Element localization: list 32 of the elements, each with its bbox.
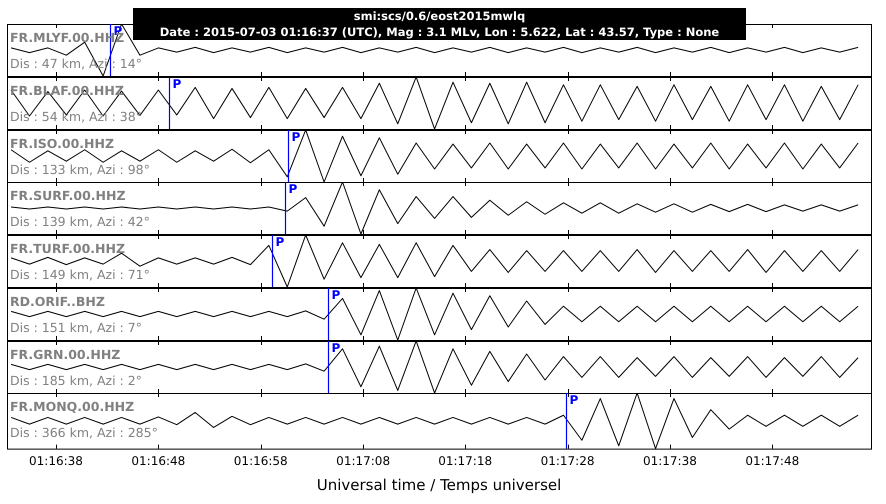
annotation: Dis : 185 km, Azi : 2° <box>10 372 142 388</box>
annotation: Dis : 151 km, Azi : 7° <box>10 320 142 335</box>
x-tick-label: 01:16:58 <box>234 454 288 468</box>
x-axis-title: Universal time / Temps universel <box>316 476 562 494</box>
x-tick-label: 01:17:28 <box>540 454 594 468</box>
ref-line-label: P <box>570 393 578 408</box>
ref-line-label: P <box>332 340 340 355</box>
chart-subtitle: Date : 2015-07-03 01:16:37 (UTC), Mag : 3.1 MLv, Lon : 5.622, Lat : 43.57, Type : None <box>160 25 720 39</box>
ref-line-label: P <box>332 288 340 302</box>
annotation: Dis : 149 km, Azi : 71° <box>10 267 150 282</box>
ref-line-label: P <box>288 182 298 196</box>
annotation: FR.GRN.00.HHZ <box>10 346 120 362</box>
x-tick-label: 01:16:48 <box>131 454 186 468</box>
ref-line-label: P <box>292 130 300 144</box>
x-tick-label: 01:16:38 <box>29 454 83 468</box>
annotation: FR.SURF.00.HHZ <box>10 188 126 204</box>
annotation: Dis : 366 km, Azi : 285° <box>10 425 158 440</box>
annotation: FR.ISO.00.HHZ <box>10 136 114 150</box>
annotation: FR.BLAF.00.HHZ <box>10 82 124 98</box>
x-tick-label: 01:17:18 <box>438 454 492 468</box>
ref-line-label: P <box>172 76 182 91</box>
x-tick-label: 01:17:48 <box>745 454 800 468</box>
x-tick-label: 01:17:38 <box>642 454 697 468</box>
annotation: Dis : 139 km, Azi : 42° <box>10 214 150 230</box>
annotation: Dis : 133 km, Azi : 98° <box>10 162 150 176</box>
annotation: Dis : 54 km, Azi : 38° <box>10 108 142 124</box>
annotation: RD.ORIF..BHZ <box>10 294 105 309</box>
x-tick-label: 01:17:08 <box>336 454 390 468</box>
ref-line-label: P <box>276 235 284 250</box>
annotation: FR.TURF.00.HHZ <box>10 241 126 256</box>
chart-title: smi:scs/0.6/eost2015mwlq <box>354 9 526 23</box>
annotation: FR.MONQ.00.HHZ <box>10 399 134 414</box>
